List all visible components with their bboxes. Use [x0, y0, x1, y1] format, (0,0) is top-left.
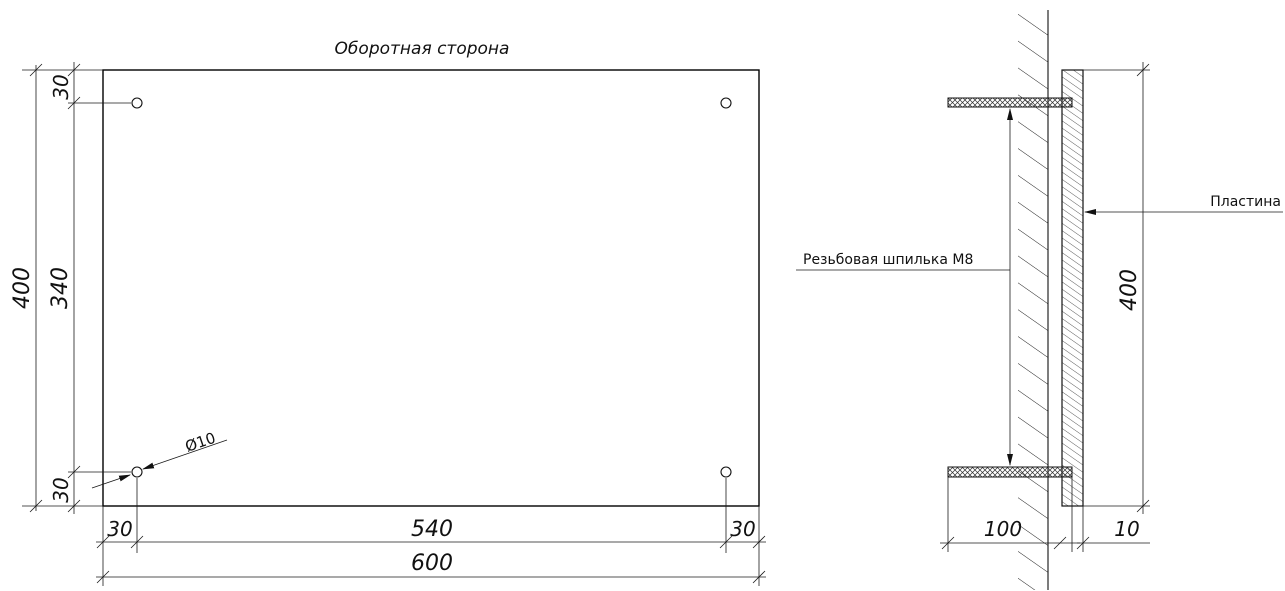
mounting-hole-top-left — [131, 97, 143, 109]
side-dim-height-label: 400 — [1117, 269, 1142, 311]
dim-width-total-label: 600 — [411, 551, 453, 576]
dim-height-inner-label: 340 — [48, 267, 73, 309]
dimension-width-total: 600 — [96, 551, 766, 584]
dim-width-inner-label: 540 — [411, 517, 453, 542]
dimension-plate-thickness: 10 — [1076, 506, 1150, 552]
wall — [1018, 10, 1049, 590]
vertical-extension-lines — [102, 478, 760, 586]
dim-top-offset-label: 30 — [49, 74, 73, 99]
stud-callout: Резьбовая шпилька М8 — [796, 252, 1010, 271]
side-view: 400 Резьбовая шпилька М8 Пластина 100 — [796, 10, 1283, 590]
mounting-hole-bottom-right — [720, 466, 732, 478]
front-view-title: Оборотная сторона — [335, 39, 510, 59]
front-view: Оборотная сторона 400 30 340 — [10, 39, 766, 586]
panel-outline — [102, 69, 760, 507]
dimension-height-total: 400 — [10, 63, 43, 513]
plate-callout: Пластина — [1084, 194, 1283, 215]
dim-stud-length-label: 100 — [984, 517, 1022, 541]
dim-plate-thickness-label: 10 — [1114, 517, 1139, 541]
dim-right-offset-label: 30 — [730, 517, 755, 541]
plate-label: Пластина — [1210, 194, 1281, 210]
mounting-hole-top-right — [720, 97, 732, 109]
dimension-height-chain: 30 340 30 — [48, 62, 81, 514]
dimension-plate-height: 400 — [1083, 62, 1150, 514]
threaded-stud-top — [947, 97, 1073, 108]
dimension-width-chain: 30 540 30 — [96, 517, 766, 549]
dim-left-offset-label: 30 — [107, 517, 132, 541]
hole-diameter-label: Ø10 — [183, 429, 218, 456]
hole-diameter-callout: Ø10 — [91, 429, 228, 489]
mounting-hole-bottom-left — [131, 466, 143, 478]
threaded-stud-bottom — [947, 466, 1073, 478]
stud-label: Резьбовая шпилька М8 — [803, 252, 973, 268]
dim-height-total-label: 400 — [10, 267, 35, 309]
dim-bottom-offset-label: 30 — [49, 477, 73, 502]
dimension-stud-length: 100 — [940, 477, 1080, 552]
plate-section — [1061, 69, 1084, 507]
horizontal-extension-lines — [22, 69, 131, 507]
